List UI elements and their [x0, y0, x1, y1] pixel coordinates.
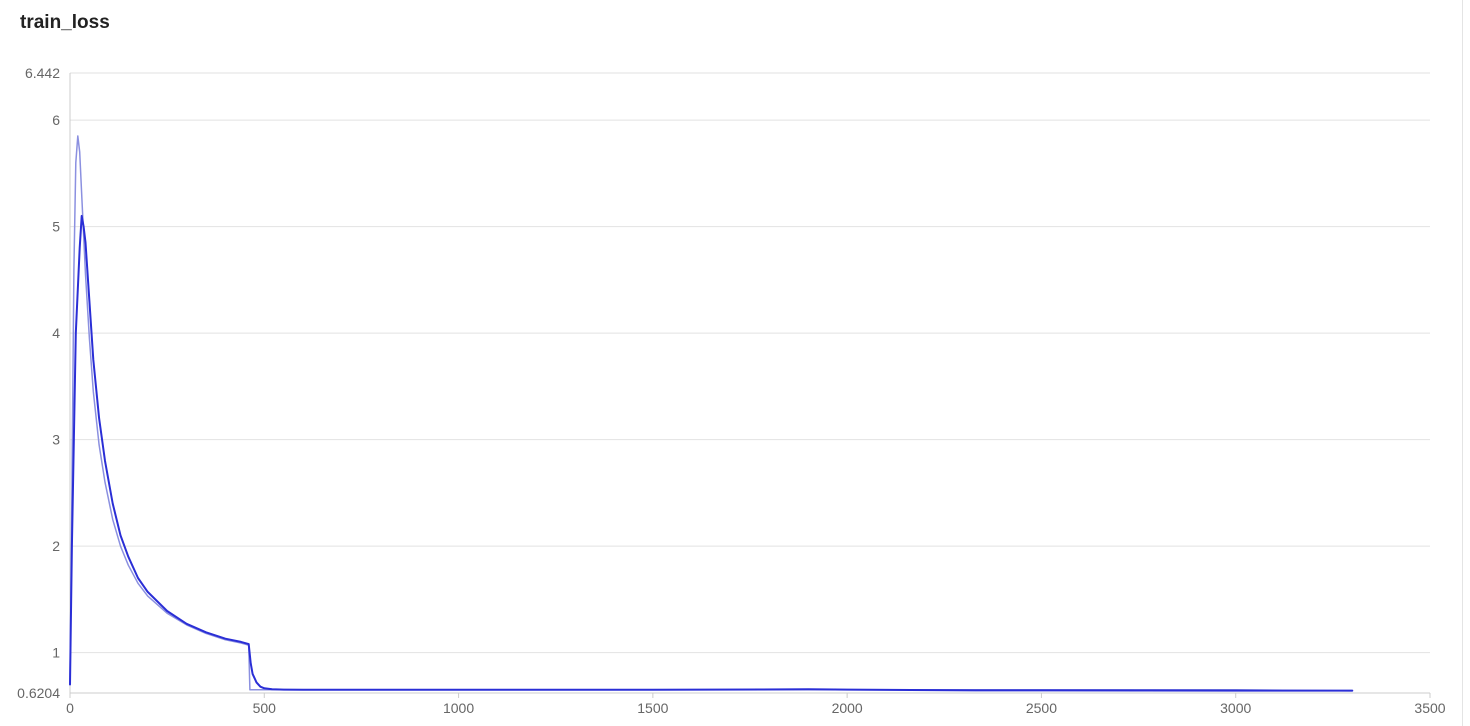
y-tick-label: 0.6204 — [17, 685, 60, 701]
x-tick-label: 3500 — [1414, 700, 1445, 716]
y-tick-label: 2 — [52, 538, 60, 554]
y-tick-label: 3 — [52, 432, 60, 448]
y-tick-label: 4 — [52, 325, 60, 341]
x-tick-label: 3000 — [1220, 700, 1251, 716]
x-tick-label: 1500 — [637, 700, 668, 716]
x-tick-label: 0 — [66, 700, 74, 716]
series-line-smoothed — [69, 214, 1354, 692]
y-tick-label: 6 — [52, 112, 60, 128]
x-tick-label: 1000 — [443, 700, 474, 716]
y-tick-label: 1 — [52, 645, 60, 661]
panel-border — [1462, 0, 1463, 726]
x-tick-label: 2500 — [1026, 700, 1057, 716]
series-line-raw — [69, 135, 1354, 692]
chart-title: train_loss — [20, 12, 110, 33]
x-tick-label: 2000 — [832, 700, 863, 716]
x-tick-label: 500 — [253, 700, 277, 716]
y-tick-label: 5 — [52, 219, 60, 235]
y-tick-label: 6.442 — [25, 65, 60, 81]
